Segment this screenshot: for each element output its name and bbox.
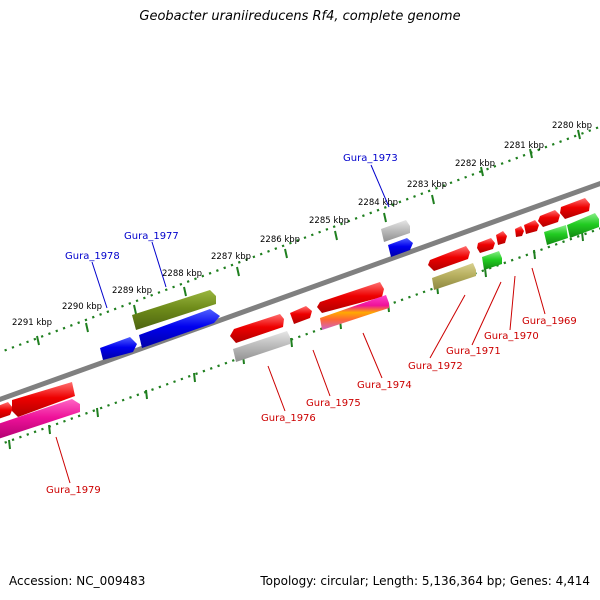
gene-feature[interactable] [388, 238, 413, 257]
upper-scale-line [0, 125, 600, 354]
gene-label[interactable]: Gura_1971 [446, 346, 501, 357]
accession-text: Accession: NC_009483 [9, 574, 146, 588]
gene-feature[interactable] [100, 337, 137, 360]
gene-feature[interactable] [432, 263, 476, 290]
gene-label[interactable]: Gura_1972 [408, 361, 463, 372]
gene-feature[interactable] [544, 225, 568, 245]
tick-label: 2285 kbp [309, 216, 349, 226]
scale-tick-labels: 2280 kbp 2281 kbp 2282 kbp 2283 kbp 2284… [12, 121, 592, 328]
page-title: Geobacter uraniireducens Rf4, complete g… [139, 9, 461, 24]
gene-label[interactable]: Gura_1979 [46, 485, 101, 496]
gene-feature[interactable] [560, 198, 590, 219]
genome-backbone [0, 180, 600, 403]
gene-feature[interactable] [428, 246, 470, 271]
gene-feature[interactable] [381, 220, 410, 242]
gene-label[interactable]: Gura_1977 [124, 231, 179, 242]
gene-feature[interactable] [230, 314, 284, 343]
gene-labels: Gura_1973 Gura_1977 Gura_1978 Gura_1969 … [46, 153, 577, 496]
gene-feature[interactable] [567, 213, 599, 238]
lower-scale-line [0, 227, 600, 446]
minus-strand-features [0, 198, 599, 440]
gene-label[interactable]: Gura_1976 [261, 413, 316, 424]
gene-feature[interactable] [477, 238, 495, 253]
tick-label: 2288 kbp [162, 269, 202, 279]
gene-feature[interactable] [0, 399, 80, 440]
tick-label: 2289 kbp [112, 286, 152, 296]
genome-summary-text: Topology: circular; Length: 5,136,364 bp… [260, 574, 590, 588]
label-leaders [55, 164, 546, 484]
gene-feature[interactable] [538, 210, 560, 227]
gene-label[interactable]: Gura_1969 [522, 316, 577, 327]
gene-feature[interactable] [320, 295, 389, 330]
gene-feature[interactable] [515, 226, 524, 237]
gene-feature[interactable] [132, 290, 216, 330]
gene-feature[interactable] [12, 382, 75, 417]
gene-feature[interactable] [482, 251, 502, 270]
gene-label[interactable]: Gura_1970 [484, 331, 539, 342]
plus-strand-features [100, 220, 413, 360]
gene-feature[interactable] [139, 309, 220, 348]
gene-label[interactable]: Gura_1973 [343, 153, 398, 164]
tick-label: 2284 kbp [358, 198, 398, 208]
gene-feature[interactable] [0, 402, 13, 420]
tick-label: 2286 kbp [260, 235, 300, 245]
gene-feature[interactable] [524, 220, 539, 234]
tick-label: 2291 kbp [12, 318, 52, 328]
gene-feature[interactable] [317, 282, 384, 313]
tick-label: 2281 kbp [504, 141, 544, 151]
tick-label: 2290 kbp [62, 302, 102, 312]
tick-label: 2282 kbp [455, 159, 495, 169]
gene-label[interactable]: Gura_1975 [306, 398, 361, 409]
upper-scale-ticks [36, 129, 581, 346]
gene-label[interactable]: Gura_1974 [357, 380, 412, 391]
gene-feature[interactable] [290, 306, 312, 324]
tick-label: 2283 kbp [407, 180, 447, 190]
gene-label[interactable]: Gura_1978 [65, 251, 120, 262]
tick-label: 2280 kbp [552, 121, 592, 131]
gene-feature[interactable] [496, 231, 507, 245]
tick-label: 2287 kbp [211, 252, 251, 262]
gene-feature[interactable] [233, 331, 290, 362]
